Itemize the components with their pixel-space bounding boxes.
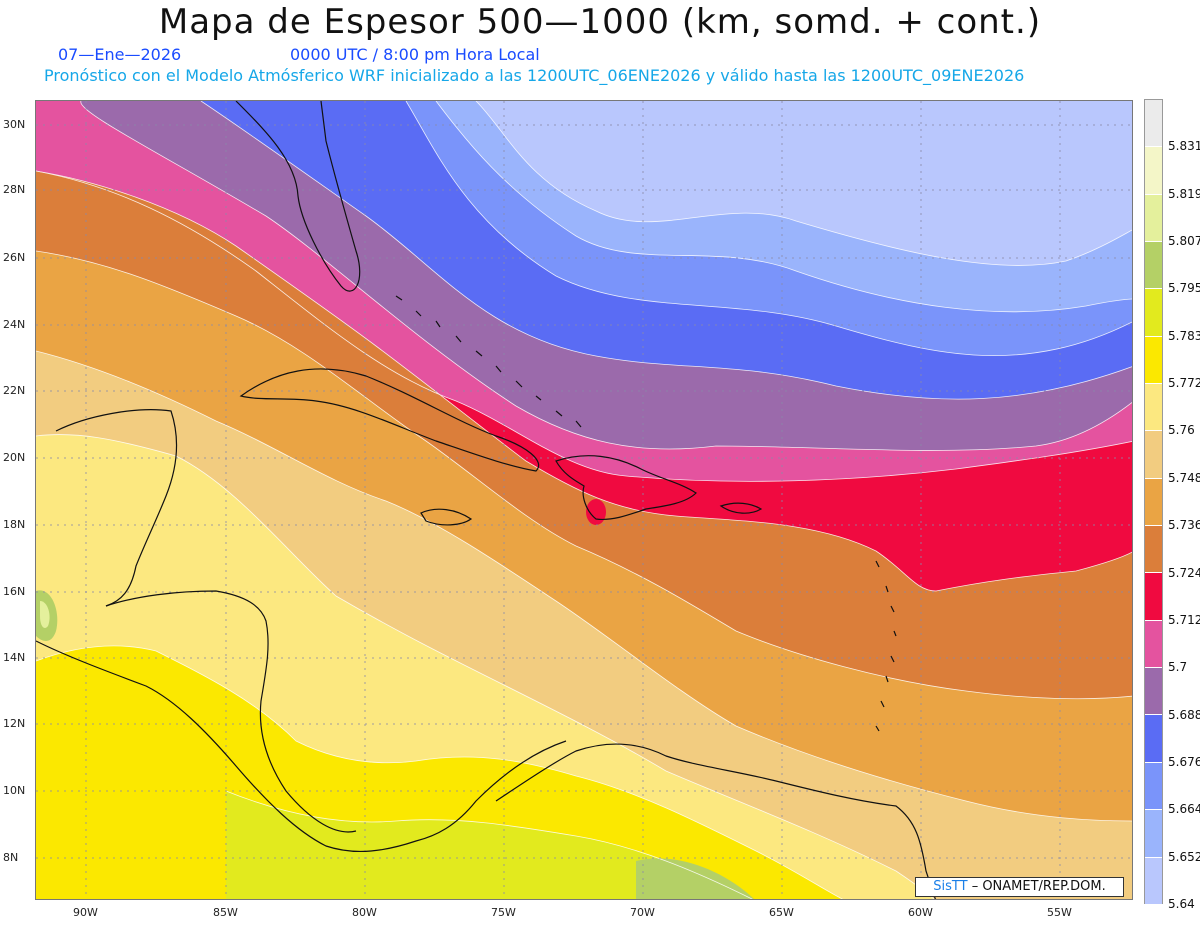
colorbar-label: 5.819 [1168, 186, 1200, 201]
forecast-time: 0000 UTC / 8:00 pm Hora Local [290, 45, 540, 64]
forecast-date: 07—Ene—2026 [58, 45, 182, 64]
lon-label-55w: 55W [1047, 906, 1072, 919]
lat-label-16n: 16N [3, 585, 26, 598]
lat-label-12n: 12N [3, 717, 26, 730]
colorbar-segment [1145, 194, 1162, 243]
lat-label-8n: 8N [3, 851, 19, 864]
credit-box: SisTT – ONAMET/REP.DOM. [915, 877, 1124, 897]
band-5783 [226, 791, 752, 899]
colorbar-label: 5.807 [1168, 234, 1200, 249]
colorbar-label: 5.736 [1168, 518, 1200, 533]
colorbar-segment [1145, 526, 1162, 574]
colorbar-segment [1145, 857, 1162, 905]
lat-label-14n: 14N [3, 651, 26, 664]
lon-label-70w: 70W [630, 906, 655, 919]
band-5712-haiti [586, 499, 606, 525]
colorbar-label: 5.783 [1168, 328, 1200, 343]
colorbar-label: 5.664 [1168, 802, 1200, 817]
lesser-antilles [875, 560, 897, 732]
lon-label-85w: 85W [213, 906, 238, 919]
lon-label-80w: 80W [352, 906, 377, 919]
hispaniola-coast [555, 455, 697, 521]
thickness-map-svg [36, 101, 1132, 899]
colorbar-label: 5.772 [1168, 376, 1200, 391]
colorbar-segment [1145, 668, 1162, 716]
colorbar-label: 5.676 [1168, 754, 1200, 769]
band-5795 [636, 858, 754, 899]
lat-label-30n: 30N [3, 118, 26, 131]
colorbar-label: 5.748 [1168, 470, 1200, 485]
thickness-map [35, 100, 1133, 900]
colorbar-label: 5.652 [1168, 849, 1200, 864]
map-title: Mapa de Espesor 500—1000 (km, somd. + co… [158, 2, 1042, 42]
colorbar-segment [1145, 478, 1162, 527]
lon-label-90w: 90W [73, 906, 98, 919]
colorbar-label: 5.712 [1168, 612, 1200, 627]
bahamas-islands [395, 295, 582, 428]
cuba-coast [239, 368, 540, 472]
credit-brand: SisTT [933, 879, 968, 894]
coastlines [36, 101, 936, 899]
colorbar-segment [1145, 336, 1162, 385]
colorbar-label: 5.831 [1168, 139, 1200, 154]
colorbar-segment [1145, 762, 1162, 811]
colorbar-label: 5.76 [1168, 423, 1195, 438]
colorbar-segment [1145, 384, 1162, 432]
lon-label-75w: 75W [491, 906, 516, 919]
lat-label-24n: 24N [3, 318, 26, 331]
lat-label-10n: 10N [3, 784, 26, 797]
colorbar-segment [1145, 810, 1162, 858]
colorbar-label: 5.64 [1168, 897, 1195, 911]
colorbar-label: 5.795 [1168, 281, 1200, 296]
colorbar-segment [1145, 620, 1162, 669]
south-america-coast [495, 743, 936, 899]
lat-label-28n: 28N [3, 183, 26, 196]
credit-text: – ONAMET/REP.DOM. [967, 879, 1106, 894]
colorbar-segment [1145, 147, 1162, 195]
jamaica-coast [420, 508, 473, 526]
central-america-coast [36, 640, 567, 853]
lat-label-22n: 22N [3, 384, 26, 397]
colorbar-segment [1145, 289, 1162, 337]
contour-lines [36, 101, 1132, 899]
florida-coast [235, 101, 361, 292]
colorbar-segment [1145, 715, 1162, 763]
central-america-caribbean-coast [105, 590, 357, 833]
colorbar-segment [1145, 573, 1162, 621]
colorbar-segment [1145, 242, 1162, 290]
colorbar-label: 5.688 [1168, 707, 1200, 722]
lat-label-26n: 26N [3, 251, 26, 264]
lon-label-60w: 60W [908, 906, 933, 919]
colorbar [1144, 99, 1163, 905]
lat-label-20n: 20N [3, 451, 26, 464]
colorbar-segment [1145, 431, 1162, 479]
yucatan-coast [55, 409, 178, 607]
band-5807-honduras [40, 601, 50, 628]
puerto-rico-coast [719, 502, 763, 514]
colorbar-label: 5.7 [1168, 660, 1188, 675]
colorbar-label: 5.724 [1168, 565, 1200, 580]
lon-label-65w: 65W [769, 906, 794, 919]
lat-label-18n: 18N [3, 518, 26, 531]
colorbar-segment [1145, 100, 1162, 148]
model-description: Pronóstico con el Modelo Atmósferico WRF… [44, 66, 1025, 85]
